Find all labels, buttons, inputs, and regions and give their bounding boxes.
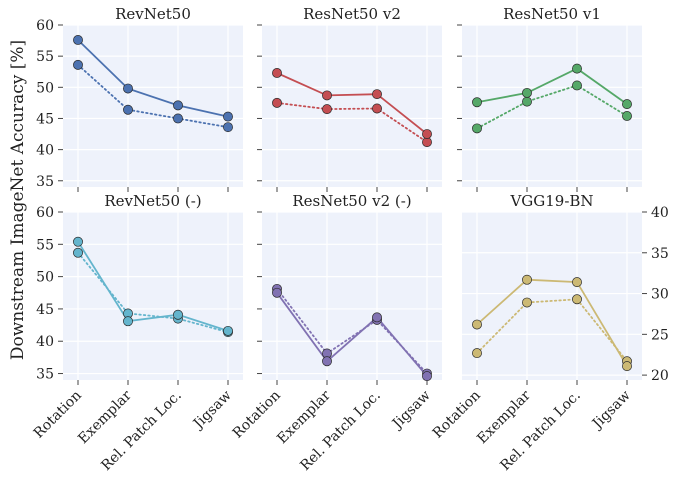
panel-6-xtick-label-jigsaw: Jigsaw <box>588 388 634 434</box>
panel-5-xtick-label-jigsaw: Jigsaw <box>388 388 434 434</box>
panel-6-series-dotted-point-rel-patch-loc <box>572 294 582 305</box>
panel-2-background <box>262 25 442 187</box>
panel-6-title: VGG19-BN <box>509 192 593 210</box>
panel-6-series-solid-line <box>476 278 628 367</box>
panel-5-background <box>262 212 442 380</box>
panel-1-series-dotted-point-rotation <box>73 59 83 70</box>
panel-2-series-solid-point-rotation <box>272 68 282 78</box>
panel-4-series-solid-point-rel-patch-loc <box>173 309 183 320</box>
panel-2-series-dotted-point-rotation <box>272 97 282 108</box>
panel-3-series-solid-line <box>476 67 628 105</box>
panel-4-title: RevNet50 (-) <box>104 192 201 210</box>
panel-6-ytick-label: 20 <box>651 368 669 384</box>
panel-3-series-dotted-line <box>476 84 628 130</box>
panel-1-ytick-label: 35 <box>36 174 54 190</box>
panel-3-series-dotted-point-jigsaw <box>622 111 632 121</box>
panel-1-background <box>63 25 243 187</box>
panel-5-series-solid-point-rotation <box>272 287 282 298</box>
panel-6-ytick-label: 35 <box>651 246 669 262</box>
panel-1-series-solid-point-rel-patch-loc <box>173 100 183 111</box>
panel-6-series-solid-point-exemplar <box>522 274 532 285</box>
panel-6-series-solid-point-rotation <box>472 319 482 330</box>
panel-1-series-dotted-point-exemplar <box>123 104 133 115</box>
panel-4-ytick-label: 35 <box>36 367 54 383</box>
panel-1-series-dotted-point-rel-patch-loc <box>173 113 183 124</box>
panel-1: 35 40 45 50 55 60 RevNet50 <box>36 5 243 192</box>
panel-1-series-solid-line <box>77 39 229 118</box>
panel-3-title: ResNet50 v1 <box>503 5 601 23</box>
panel-2: ResNet50 v2 <box>257 5 442 192</box>
panel-5-series-solid-point-jigsaw <box>422 371 432 382</box>
panel-4-background <box>63 212 243 380</box>
panel-6-ytick-label: 25 <box>651 327 669 343</box>
panel-4-ytick-label: 60 <box>36 205 54 221</box>
panel-4-series-solid-point-exemplar <box>123 316 133 327</box>
panel-4-series-dotted-point-rotation <box>73 247 83 258</box>
panel-4-series-solid-point-rotation <box>73 236 83 247</box>
panel-6-series-dotted-point-rotation <box>472 348 482 359</box>
panel-3-series-solid-point-jigsaw <box>622 99 632 110</box>
y-axis-label: Downstream ImageNet Accuracy [%] <box>8 40 28 360</box>
panel-1-series-dotted-line <box>77 64 229 129</box>
panel-2-title: ResNet50 v2 <box>303 5 401 23</box>
panel-1-ytick-label: 55 <box>36 49 54 65</box>
panel-2-series-dotted-point-rel-patch-loc <box>372 103 382 114</box>
panel-2-series-solid-point-rel-patch-loc <box>372 89 382 100</box>
panel-3-series-solid-point-exemplar <box>522 87 532 98</box>
panel-1-series-solid-point-rotation <box>73 35 83 45</box>
panel-1-series-dotted-point-jigsaw <box>223 122 233 133</box>
panel-1-ytick-label: 50 <box>36 80 54 96</box>
panel-4-xtick-label-jigsaw: Jigsaw <box>189 388 235 434</box>
panel-2-series-solid-point-exemplar <box>322 90 332 101</box>
panel-5-series-solid-point-exemplar <box>322 356 332 367</box>
panel-5-title: ResNet50 v2 (-) <box>292 192 411 210</box>
panel-3-series-solid-point-rotation <box>472 97 482 108</box>
panel-3-series-dotted-point-exemplar <box>522 96 532 107</box>
panel-3: ResNet50 v1 <box>457 5 642 192</box>
panel-2-series-dotted-point-exemplar <box>322 104 332 115</box>
panel-1-ytick-label: 60 <box>36 18 54 34</box>
panel-3-background <box>462 25 642 187</box>
panel-4-ytick-label: 50 <box>36 270 54 286</box>
panel-6-series-solid-point-jigsaw <box>622 361 632 372</box>
panel-1-series-solid-point-exemplar <box>123 83 133 94</box>
panel-4-ytick-label: 55 <box>36 237 54 253</box>
panel-5-series-solid-line <box>276 292 428 377</box>
panel-4-ytick-label: 45 <box>36 302 54 318</box>
panel-3-series-dotted-point-rotation <box>472 123 482 134</box>
panel-3-series-dotted-point-rel-patch-loc <box>572 80 582 91</box>
panel-1-ytick-label: 45 <box>36 111 54 127</box>
panel-4-series-solid-point-jigsaw <box>223 325 233 336</box>
panel-3-series-solid-point-rel-patch-loc <box>572 63 582 74</box>
panel-1-series-solid-point-jigsaw <box>223 111 233 122</box>
panel-2-series-solid-point-jigsaw <box>422 129 432 139</box>
panel-6-series-dotted-line <box>476 298 628 363</box>
panel-1-title: RevNet50 <box>115 5 191 23</box>
panel-6-series-dotted-point-exemplar <box>522 297 532 308</box>
panel-4-ytick-label: 40 <box>36 334 54 350</box>
panel-6-series-solid-point-rel-patch-loc <box>572 277 582 288</box>
panel-2-series-solid-line <box>276 72 428 135</box>
panel-4-series-solid-line <box>77 241 229 332</box>
panel-1-ytick-label: 40 <box>36 143 54 159</box>
panel-5-series-dotted-line <box>276 287 428 375</box>
panel-4-series-dotted-line <box>77 251 229 334</box>
panel-6-background <box>462 212 642 380</box>
panel-6-ytick-label: 30 <box>651 287 669 303</box>
panel-5-series-solid-point-rel-patch-loc <box>372 312 382 323</box>
panel-6-ytick-label: 40 <box>651 205 669 221</box>
panel-2-series-dotted-line <box>276 102 428 144</box>
